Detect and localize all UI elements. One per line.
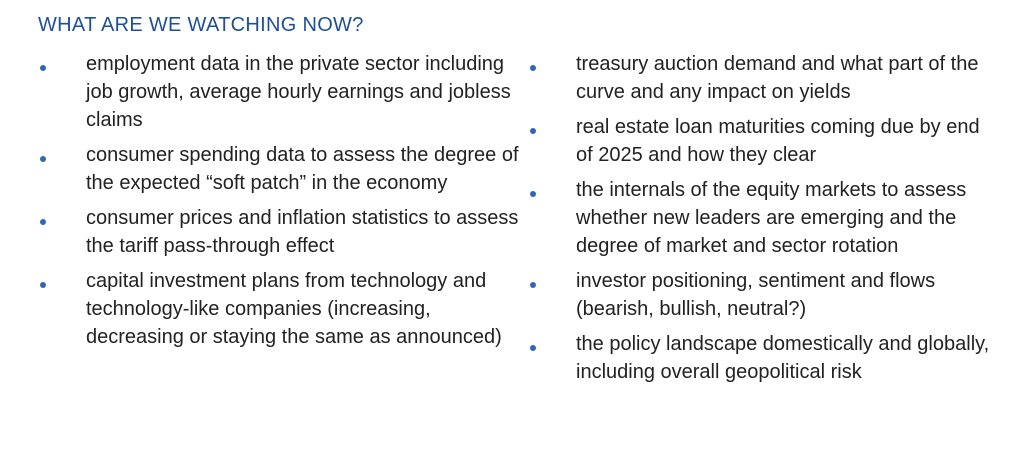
bullet-dot-icon [40,156,46,162]
list-item-text: treasury auction demand and what part of… [576,53,979,103]
list-item: consumer prices and inflation statistics… [38,204,528,260]
left-bullet-list: employment data in the private sector in… [38,50,528,351]
list-item: consumer spending data to assess the deg… [38,141,528,197]
bullet-dot-icon [530,345,536,351]
list-item: real estate loan maturities coming due b… [528,113,998,169]
left-column: employment data in the private sector in… [38,50,528,393]
bullet-dot-icon [530,65,536,71]
bullet-dot-icon [530,128,536,134]
list-item: the internals of the equity markets to a… [528,176,998,260]
list-item-text: capital investment plans from technology… [86,270,502,348]
bullet-columns: employment data in the private sector in… [38,50,1024,393]
list-item: treasury auction demand and what part of… [528,50,998,106]
list-item-text: consumer prices and inflation statistics… [86,207,519,257]
bullet-dot-icon [40,219,46,225]
bullet-dot-icon [40,282,46,288]
section-heading: WHAT ARE WE WATCHING NOW? [38,14,364,36]
bullet-dot-icon [40,65,46,71]
list-item: capital investment plans from technology… [38,267,528,351]
list-item-text: real estate loan maturities coming due b… [576,116,980,166]
list-item: the policy landscape domestically and gl… [528,330,998,386]
list-item-text: employment data in the private sector in… [86,53,511,131]
bullet-dot-icon [530,282,536,288]
right-bullet-list: treasury auction demand and what part of… [528,50,998,386]
list-item: employment data in the private sector in… [38,50,528,134]
list-item-text: consumer spending data to assess the deg… [86,144,519,194]
bullet-dot-icon [530,191,536,197]
right-column: treasury auction demand and what part of… [528,50,998,393]
list-item: investor positioning, sentiment and flow… [528,267,998,323]
list-item-text: investor positioning, sentiment and flow… [576,270,936,320]
list-item-text: the policy landscape domestically and gl… [576,333,990,383]
list-item-text: the internals of the equity markets to a… [576,179,967,257]
